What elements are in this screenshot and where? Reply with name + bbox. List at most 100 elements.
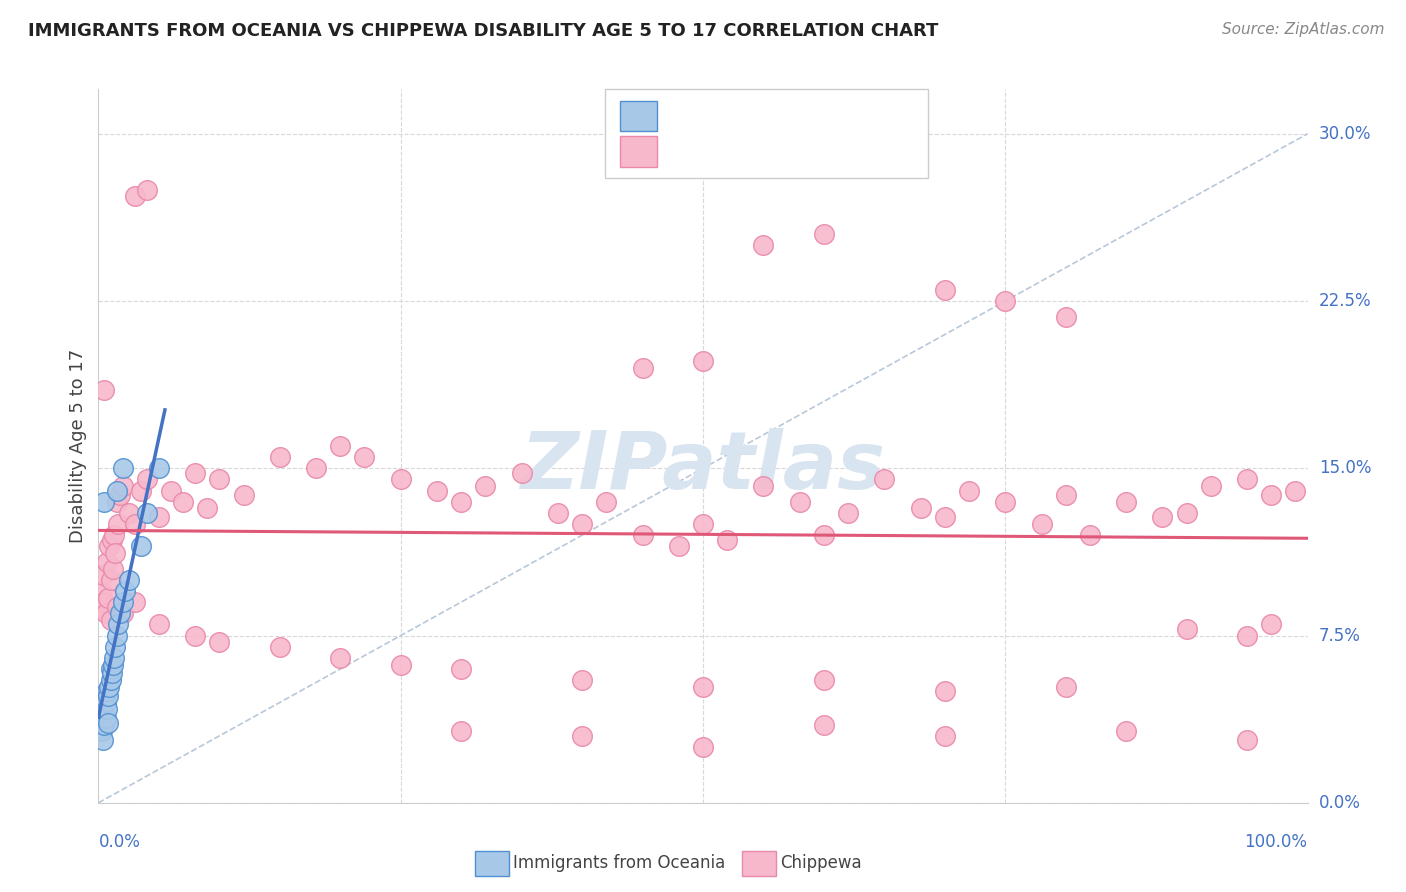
- Point: [105, 494, 128, 508]
- Point: [101, 657, 124, 672]
- Point: [124, 189, 146, 203]
- Point: [105, 483, 128, 498]
- Point: [94, 607, 117, 621]
- Point: [329, 439, 352, 453]
- Point: [692, 680, 714, 694]
- Point: [100, 673, 122, 687]
- Point: [1078, 528, 1101, 542]
- Point: [269, 640, 291, 654]
- Text: Source: ZipAtlas.com: Source: ZipAtlas.com: [1222, 22, 1385, 37]
- Text: Chippewa: Chippewa: [780, 855, 862, 872]
- Point: [105, 628, 128, 642]
- Point: [104, 546, 127, 560]
- Point: [450, 494, 472, 508]
- Point: [934, 510, 956, 524]
- Point: [474, 479, 496, 493]
- Point: [135, 182, 157, 196]
- Text: 22.5%: 22.5%: [1319, 292, 1371, 310]
- Point: [93, 494, 115, 508]
- Point: [160, 483, 183, 498]
- Text: N = 29: N = 29: [801, 107, 869, 125]
- Point: [1236, 628, 1258, 642]
- Point: [124, 595, 146, 609]
- Point: [571, 673, 593, 687]
- Point: [934, 283, 956, 297]
- Point: [103, 528, 125, 542]
- Point: [129, 483, 152, 498]
- Point: [994, 293, 1017, 308]
- Point: [1115, 494, 1137, 508]
- Point: [135, 506, 157, 520]
- Point: [789, 494, 811, 508]
- Point: [305, 461, 328, 475]
- Point: [97, 689, 120, 703]
- Point: [97, 715, 120, 730]
- Y-axis label: Disability Age 5 to 17: Disability Age 5 to 17: [69, 349, 87, 543]
- Point: [837, 506, 859, 520]
- Point: [389, 657, 412, 672]
- Point: [1054, 680, 1077, 694]
- Point: [934, 729, 956, 743]
- Point: [98, 680, 121, 694]
- Point: [96, 555, 118, 569]
- Point: [114, 583, 136, 598]
- Point: [571, 517, 593, 532]
- Point: [692, 740, 714, 755]
- Point: [172, 494, 194, 508]
- Point: [813, 717, 835, 731]
- Point: [813, 673, 835, 687]
- Point: [107, 517, 129, 532]
- Point: [118, 506, 141, 520]
- Point: [91, 568, 114, 582]
- Point: [692, 354, 714, 368]
- Text: 7.5%: 7.5%: [1319, 626, 1361, 645]
- Point: [97, 591, 120, 605]
- Point: [631, 528, 654, 542]
- Point: [96, 684, 118, 698]
- Point: [108, 488, 131, 502]
- Point: [1054, 488, 1077, 502]
- Text: N = 89: N = 89: [801, 143, 869, 161]
- Point: [111, 595, 134, 609]
- Point: [96, 702, 118, 716]
- Point: [93, 595, 115, 609]
- Point: [450, 662, 472, 676]
- Point: [1175, 622, 1198, 636]
- Point: [94, 696, 117, 710]
- Point: [93, 706, 115, 721]
- Point: [389, 473, 412, 487]
- Point: [813, 227, 835, 241]
- Point: [752, 238, 775, 252]
- Point: [1284, 483, 1306, 498]
- Point: [571, 729, 593, 743]
- Point: [232, 488, 254, 502]
- Point: [716, 533, 738, 547]
- Point: [100, 533, 122, 547]
- Point: [91, 733, 114, 747]
- Point: [100, 613, 122, 627]
- Point: [94, 711, 117, 725]
- Point: [208, 635, 231, 649]
- Point: [631, 360, 654, 375]
- Point: [100, 573, 122, 587]
- Point: [353, 450, 375, 464]
- Point: [668, 539, 690, 553]
- Text: 30.0%: 30.0%: [1319, 125, 1371, 143]
- Text: 100.0%: 100.0%: [1244, 833, 1308, 851]
- Point: [111, 479, 134, 493]
- Point: [98, 539, 121, 553]
- Point: [329, 651, 352, 665]
- Point: [108, 607, 131, 621]
- Point: [100, 666, 122, 681]
- Text: 0.0%: 0.0%: [1319, 794, 1361, 812]
- Text: R = 0.116: R = 0.116: [664, 143, 762, 161]
- Point: [934, 684, 956, 698]
- Point: [91, 724, 114, 739]
- Text: R = 0.615: R = 0.615: [664, 107, 762, 125]
- Point: [93, 717, 115, 731]
- Point: [269, 450, 291, 464]
- Point: [104, 640, 127, 654]
- Text: 0.0%: 0.0%: [98, 833, 141, 851]
- Point: [1236, 473, 1258, 487]
- Point: [90, 583, 112, 598]
